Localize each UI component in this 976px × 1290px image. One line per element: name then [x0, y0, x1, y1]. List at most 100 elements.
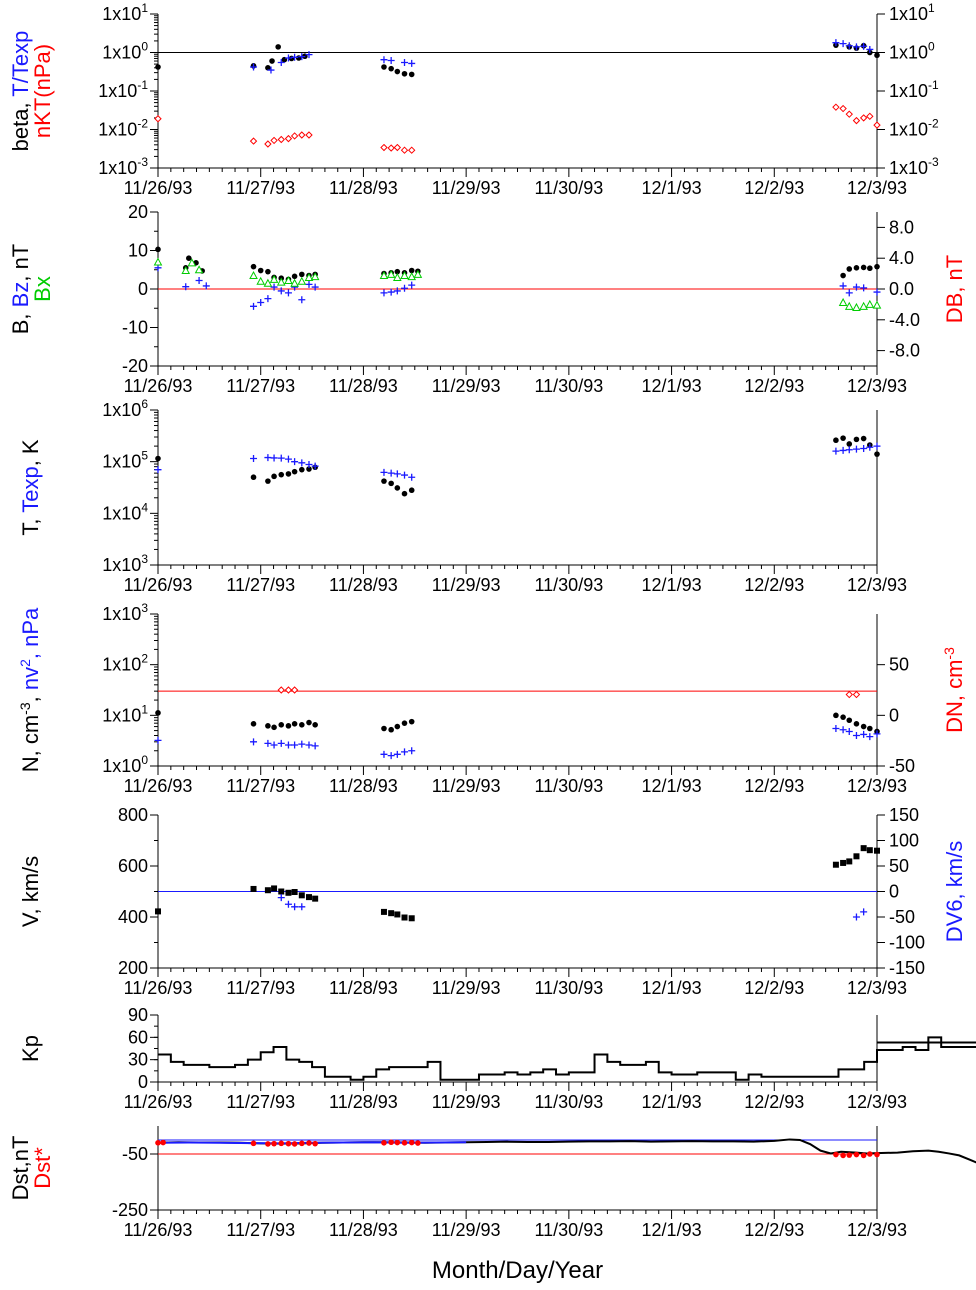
data-point [291, 468, 298, 475]
y-tick-label: 90 [128, 1005, 148, 1025]
series-V-blue [277, 894, 868, 921]
series-beta-black [155, 42, 880, 78]
y-right-tick-label: 50 [889, 856, 909, 876]
x-tick-label: 11/28/93 [329, 776, 398, 796]
data-point [873, 442, 881, 450]
x-tick-label: 11/26/93 [124, 1092, 193, 1112]
data-point [305, 280, 313, 288]
data-point [265, 723, 271, 729]
x-tick-label: 11/26/93 [124, 575, 193, 595]
data-point [845, 289, 853, 297]
y-tick-label: 200 [118, 958, 148, 978]
data-point [291, 53, 299, 61]
data-point [380, 750, 388, 758]
data-point [278, 888, 285, 895]
data-point [860, 723, 867, 730]
data-point [394, 68, 401, 75]
dst-line [157, 1141, 467, 1145]
x-tick-label: 12/1/93 [642, 376, 702, 396]
data-point [839, 40, 847, 48]
x-tick-label: 12/2/93 [744, 776, 804, 796]
data-point [250, 1140, 257, 1147]
data-point [852, 731, 860, 739]
data-point [290, 686, 299, 694]
data-point [305, 131, 313, 139]
data-point [860, 730, 868, 738]
x-tick-label: 11/29/93 [432, 376, 501, 396]
data-point [256, 276, 266, 285]
x-tick-label: 11/27/93 [226, 376, 295, 396]
x-tick-label: 11/27/93 [226, 1092, 295, 1112]
x-tick-label: 11/29/93 [432, 178, 501, 198]
series-B-green [153, 257, 882, 311]
series-N-blue [154, 724, 881, 760]
x-axis-title: Month/Day/Year [432, 1257, 603, 1284]
x-tick-label: 11/27/93 [226, 178, 295, 198]
panel-Kp [150, 1014, 976, 1091]
y-right-tick-label: 1x101 [889, 1, 935, 24]
x-tick-label: 11/26/93 [124, 1220, 193, 1240]
data-point [380, 143, 388, 152]
data-point [250, 721, 257, 727]
y-tick-label: 0 [138, 1072, 148, 1092]
y-tick-label: 1x103 [102, 552, 148, 575]
data-point [387, 288, 395, 296]
data-point [840, 714, 846, 720]
data-point [269, 58, 275, 64]
y-tick-label: 10 [128, 241, 148, 261]
data-point [285, 889, 292, 896]
data-point [202, 282, 210, 290]
x-tick-label: 11/30/93 [534, 978, 603, 998]
x-tick-label: 11/28/93 [329, 376, 398, 396]
x-tick-label: 11/29/93 [432, 1220, 501, 1240]
data-point [312, 1140, 318, 1147]
data-point [291, 1141, 298, 1147]
data-point [866, 112, 874, 121]
series-V-black [155, 845, 880, 922]
data-point [860, 908, 868, 916]
y-right-tick-label: -150 [889, 958, 925, 978]
data-point [250, 455, 258, 463]
y-right-tick-label: 8.0 [889, 217, 914, 237]
data-point [832, 724, 840, 732]
y-axis-label-right: DV6, km/s [942, 841, 967, 942]
data-point [250, 302, 258, 310]
data-point [195, 277, 203, 285]
data-point [400, 270, 409, 280]
data-point [832, 103, 840, 111]
x-tick-label: 11/29/93 [432, 575, 501, 595]
data-point [846, 717, 853, 724]
data-point [393, 143, 402, 152]
y-tick-label: 1x103 [102, 601, 148, 624]
data-point [852, 302, 861, 311]
data-point [194, 265, 204, 274]
data-point [853, 853, 860, 860]
x-tick-label: 12/3/93 [847, 178, 907, 198]
data-point [407, 272, 417, 281]
y-tick-label: 400 [118, 907, 148, 927]
y-tick-label: 1x104 [102, 500, 148, 523]
data-point [276, 277, 286, 286]
data-point [284, 686, 293, 694]
data-point [284, 275, 293, 285]
y-right-tick-label: 50 [889, 655, 909, 675]
x-tick-label: 11/30/93 [534, 178, 603, 198]
data-point [291, 903, 299, 911]
data-point [845, 727, 853, 735]
data-point [394, 911, 401, 918]
data-point [874, 1151, 880, 1158]
data-point [275, 44, 281, 50]
x-tick-label: 12/2/93 [744, 376, 804, 396]
data-point [408, 59, 416, 67]
data-point [271, 724, 277, 731]
y-tick-label: -250 [112, 1200, 148, 1220]
data-point [379, 270, 389, 280]
data-point [267, 66, 275, 74]
data-point [401, 58, 409, 66]
y-right-tick-label: -50 [889, 756, 915, 776]
data-point [860, 435, 867, 442]
data-point [284, 741, 292, 749]
data-point [298, 892, 305, 899]
y-axis-label-left: B, Bz, nT [8, 244, 33, 335]
